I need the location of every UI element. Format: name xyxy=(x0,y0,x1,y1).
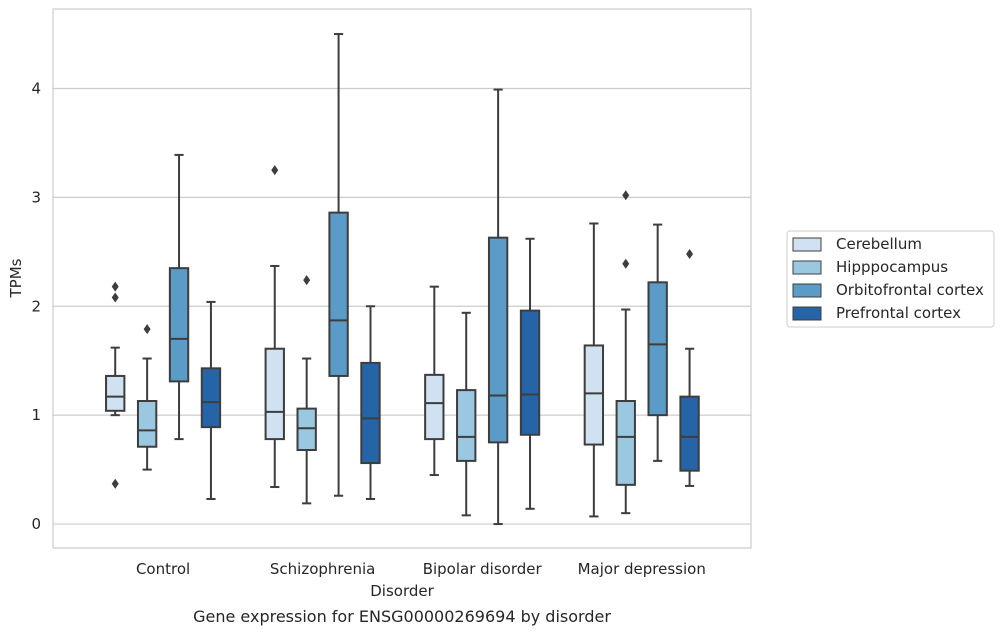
outlier-marker xyxy=(271,165,279,176)
outlier-marker xyxy=(111,478,119,489)
box-group xyxy=(105,281,126,489)
legend-frame xyxy=(786,230,995,328)
box-iqr xyxy=(519,309,541,436)
box-group xyxy=(679,249,700,487)
legend-swatch xyxy=(792,306,822,321)
outlier-marker xyxy=(622,190,630,201)
x-tick-labels: Control Schizophrenia Bipolar disorder Majo… xyxy=(136,560,706,578)
box-iqr xyxy=(328,211,349,377)
box-iqr xyxy=(264,347,285,441)
boxes xyxy=(105,33,700,526)
outlier-marker xyxy=(111,292,119,303)
box-iqr xyxy=(168,267,190,383)
box-iqr xyxy=(424,373,445,441)
box-group xyxy=(519,237,541,510)
legend-entries: Cerebellum Hipppocampus Orbitofrontal cort… xyxy=(792,235,984,322)
x-tick-label: Major depression xyxy=(578,560,706,578)
box-iqr xyxy=(200,367,222,429)
box-iqr xyxy=(456,389,477,462)
box-iqr xyxy=(647,281,668,417)
outlier-marker xyxy=(303,275,311,286)
box-group xyxy=(328,33,349,497)
box-group xyxy=(487,88,509,526)
box-group xyxy=(168,153,190,441)
y-tick-label: 4 xyxy=(31,79,41,97)
legend-label: Prefrontal cortex xyxy=(836,304,961,322)
outlier-marker xyxy=(143,324,151,335)
x-tick-label: Bipolar disorder xyxy=(423,560,543,578)
box-iqr xyxy=(296,407,317,451)
chart-caption: Gene expression for ENSG00000269694 by d… xyxy=(193,607,611,626)
box-group xyxy=(647,223,668,462)
y-axis-label: TPMs xyxy=(7,258,25,298)
legend-label: Hipppocampus xyxy=(836,258,948,276)
box-iqr xyxy=(136,400,158,448)
plot-frame xyxy=(52,8,752,549)
box-iqr xyxy=(487,236,509,444)
outlier-marker xyxy=(686,249,694,259)
y-tick-label: 1 xyxy=(31,406,41,424)
box-group xyxy=(424,285,445,477)
box-group xyxy=(583,222,605,518)
box-iqr xyxy=(679,395,700,472)
y-tick-label: 3 xyxy=(31,188,41,206)
outlier-marker xyxy=(111,281,119,292)
box-iqr xyxy=(360,361,381,465)
legend-swatch xyxy=(792,283,822,298)
box-group xyxy=(200,300,222,500)
box-iqr xyxy=(615,400,636,486)
box-group xyxy=(615,190,636,515)
outlier-marker xyxy=(622,258,630,269)
box-group xyxy=(456,311,477,517)
legend: Cerebellum Hipppocampus Orbitofrontal cort… xyxy=(786,230,995,328)
box-group xyxy=(136,324,158,471)
legend-swatch xyxy=(792,237,822,252)
box-group xyxy=(296,275,317,505)
box-group xyxy=(264,165,285,489)
y-tick-label: 0 xyxy=(31,515,41,533)
y-tick-label: 2 xyxy=(31,297,41,315)
legend-label: Cerebellum xyxy=(836,235,922,253)
x-tick-label: Schizophrenia xyxy=(270,560,375,578)
y-tick-labels: 0 1 2 3 4 xyxy=(31,79,41,533)
legend-swatch xyxy=(792,260,822,275)
box-group xyxy=(360,305,381,500)
x-axis-label: Disorder xyxy=(370,582,434,600)
legend-label: Orbitofrontal cortex xyxy=(836,281,984,299)
box-iqr xyxy=(105,374,126,412)
x-tick-label: Control xyxy=(136,560,190,578)
box-iqr xyxy=(583,344,605,446)
